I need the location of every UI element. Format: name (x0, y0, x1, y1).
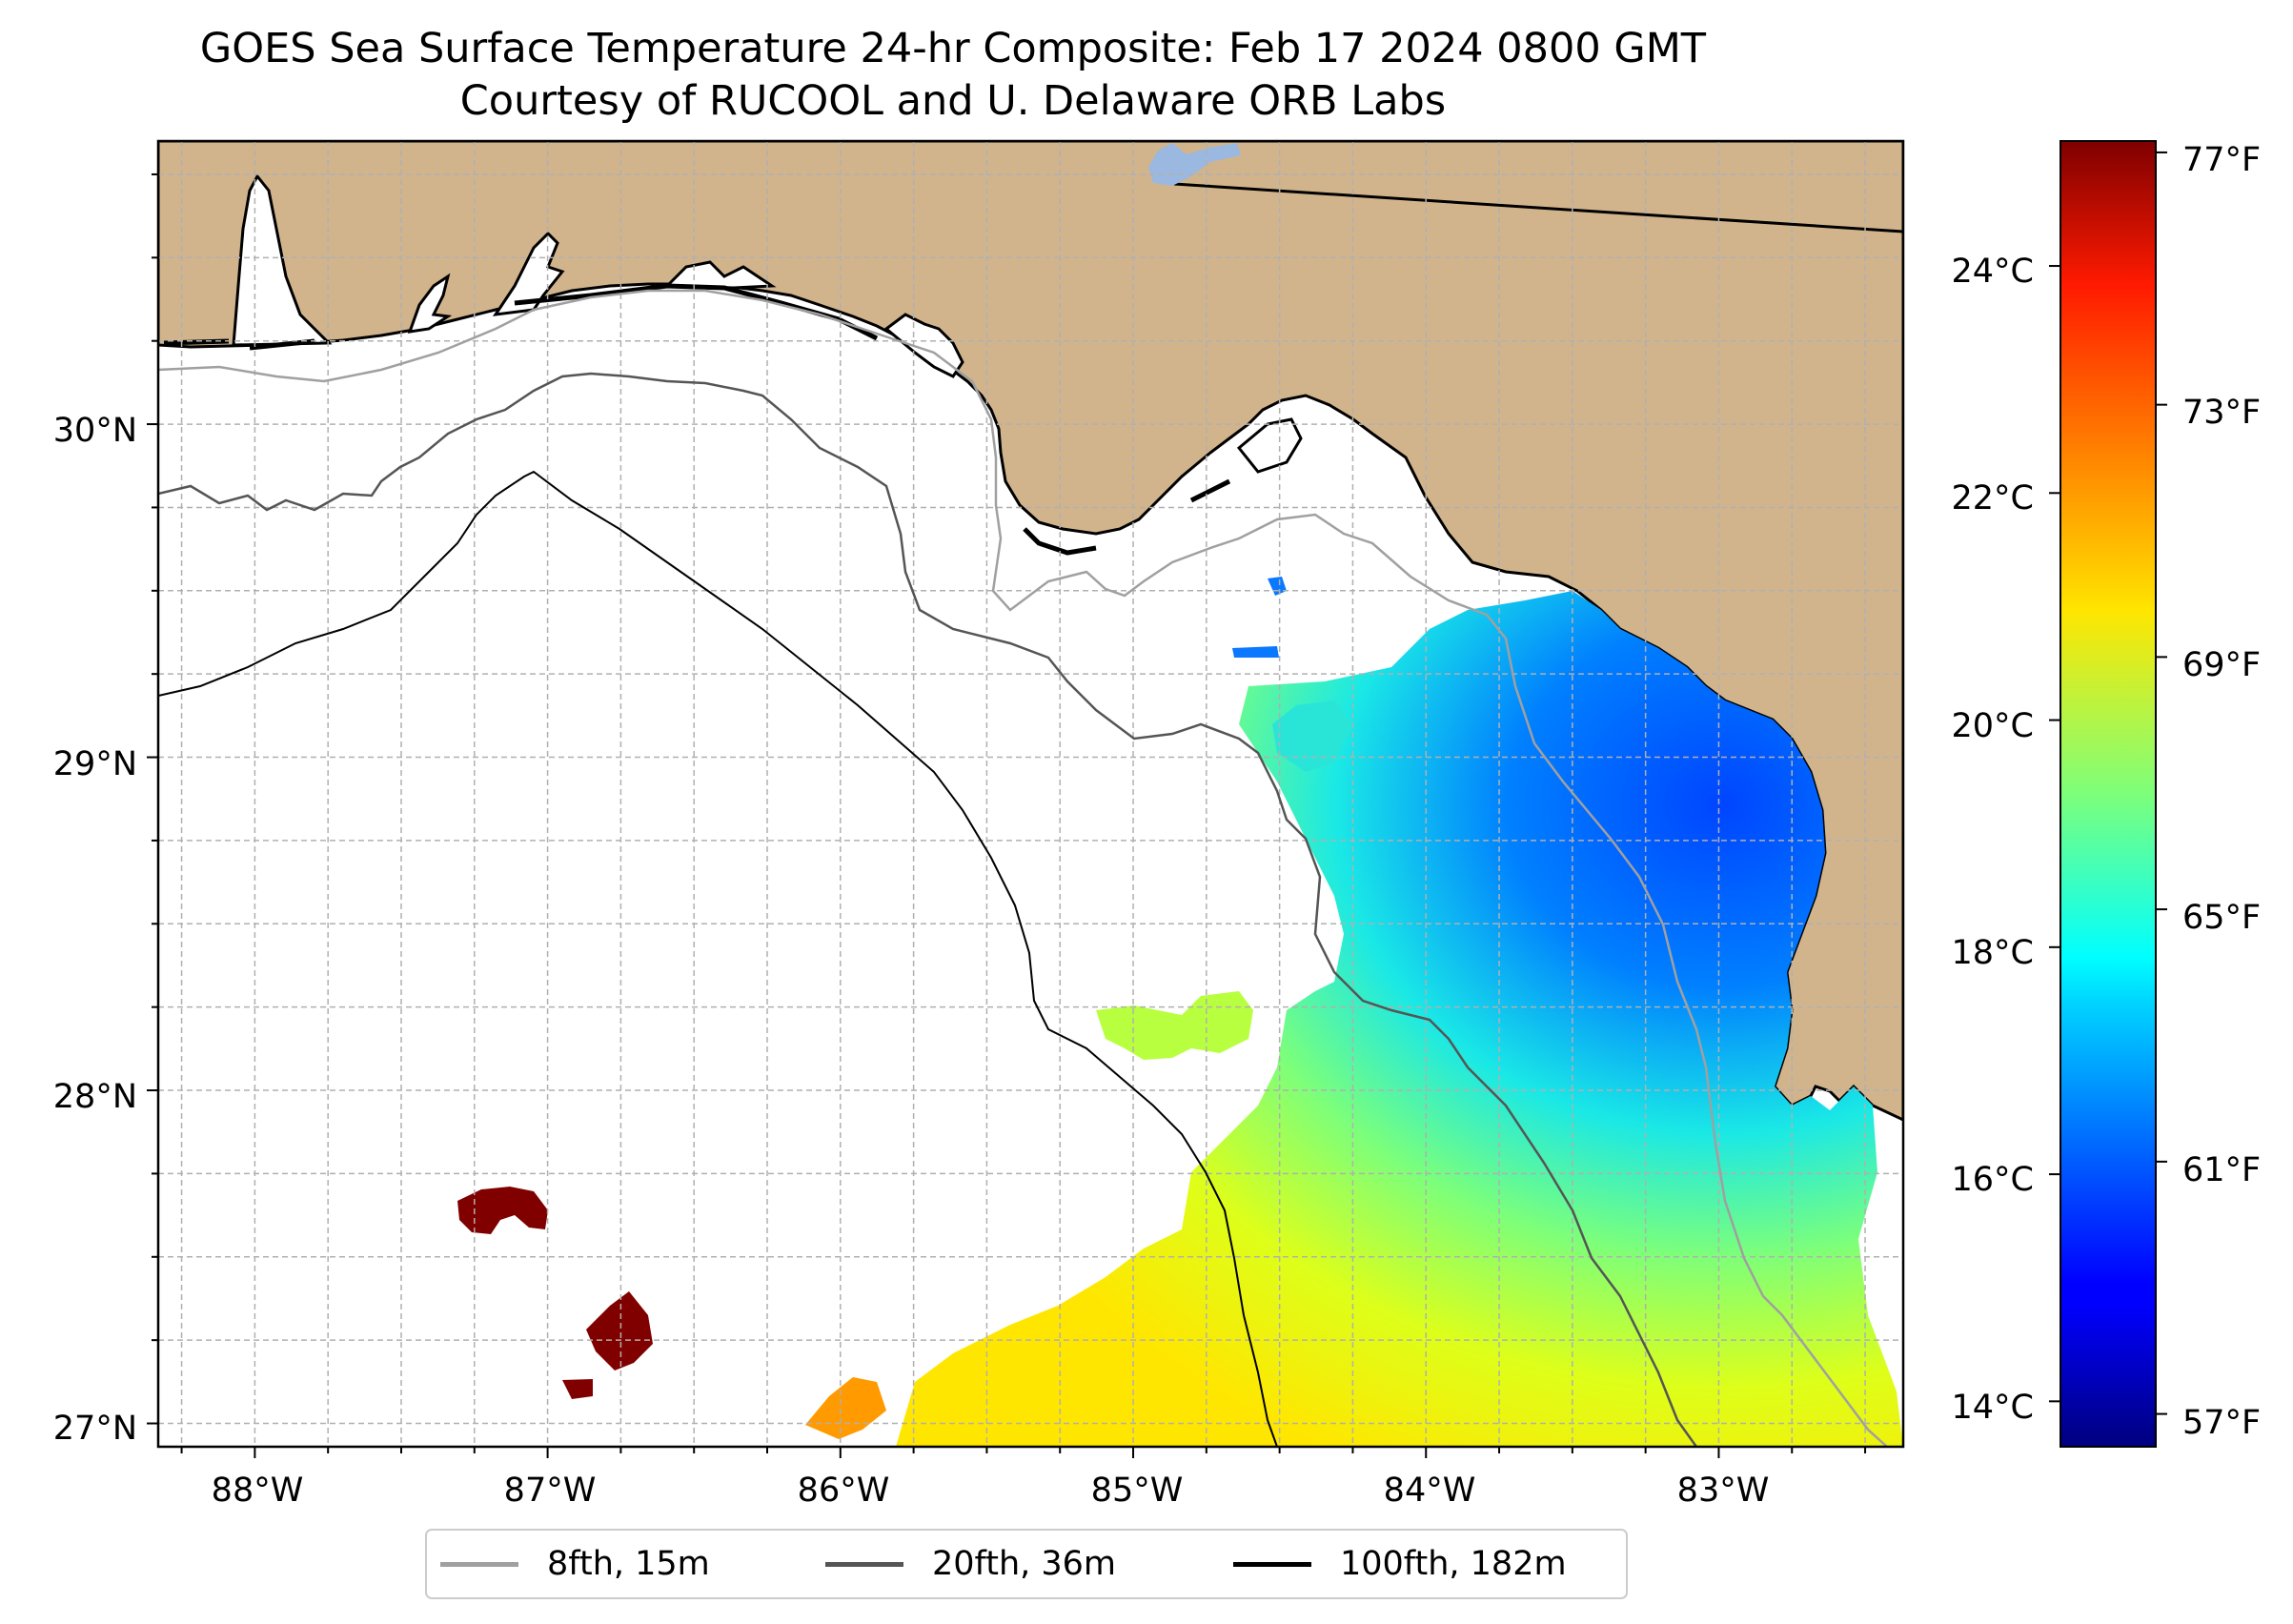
sst-main-patch (896, 591, 1903, 1447)
colorbar-gradient (2060, 140, 2157, 1448)
cbar-celsius-16: 16°C (1952, 1161, 2034, 1199)
lat-label-29n: 29°N (53, 745, 137, 783)
legend-item-100fth: 100fth, 182m (1233, 1531, 1567, 1597)
sst-patch-warm-2 (586, 1291, 653, 1370)
cbar-celsius-14: 14°C (1952, 1389, 2034, 1427)
land-coastline (158, 141, 1903, 1122)
isobath-20fth (158, 372, 1698, 1447)
lon-label-83w: 83°W (1677, 1472, 1770, 1510)
lon-label-86w: 86°W (798, 1472, 890, 1510)
axis-ticks (147, 173, 1867, 1458)
cbar-fahrenheit-61: 61°F (2182, 1151, 2261, 1189)
lon-label-87w: 87°W (504, 1472, 597, 1510)
legend-label-20fth: 20fth, 36m (932, 1545, 1117, 1583)
lon-label-88w: 88°W (212, 1472, 304, 1510)
map-frame (156, 139, 1905, 1449)
legend-swatch-100fth (1233, 1561, 1311, 1567)
cbar-fahrenheit-73: 73°F (2182, 394, 2261, 432)
bay-mobile (232, 173, 333, 347)
legend-label-100fth: 100fth, 182m (1340, 1545, 1567, 1583)
sst-patch-warm-1 (457, 1187, 548, 1234)
map-subtitle: Courtesy of RUCOOL and U. Delaware ORB L… (459, 77, 1447, 125)
colorbar-ticks (2049, 151, 2167, 1415)
map-title: GOES Sea Surface Temperature 24-hr Compo… (199, 25, 1707, 72)
lon-label-84w: 84°W (1384, 1472, 1476, 1510)
sst-patch-warm-3 (562, 1379, 593, 1399)
cbar-fahrenheit-65: 65°F (2182, 899, 2261, 937)
isobath-legend: 8fth, 15m 20fth, 36m 100fth, 182m (425, 1529, 1628, 1599)
state-border (1173, 182, 1903, 233)
cbar-fahrenheit-57: 57°F (2182, 1404, 2261, 1442)
cbar-celsius-24: 24°C (1952, 253, 2034, 291)
sst-patch-blue-small (1232, 577, 1287, 658)
gridlines (158, 141, 1903, 1447)
lat-label-27n: 27°N (53, 1410, 137, 1448)
colorbar: 14°C 16°C 18°C 20°C 22°C 24°C 57°F 61°F … (1952, 140, 2261, 1448)
legend-item-8fth: 8fth, 15m (440, 1531, 710, 1597)
lake-seminole (1148, 143, 1241, 186)
sst-patch-cyan-north (1272, 700, 1353, 772)
cbar-celsius-18: 18°C (1952, 934, 2034, 972)
isobath-100fth (158, 470, 1278, 1447)
lat-label-28n: 28°N (53, 1078, 137, 1116)
map-panel: 88°W 87°W 86°W 85°W 84°W 83°W 27°N 28°N … (53, 139, 1905, 1510)
bay-pensacola (407, 273, 453, 334)
legend-swatch-20fth (825, 1561, 903, 1567)
lon-label-85w: 85°W (1091, 1472, 1184, 1510)
cbar-celsius-20: 20°C (1952, 707, 2034, 745)
isobath-8fth (158, 289, 1888, 1447)
legend-swatch-8fth (440, 1561, 518, 1567)
cbar-fahrenheit-77: 77°F (2182, 141, 2261, 179)
barrier-islands (163, 283, 1231, 556)
legend-item-20fth: 20fth, 36m (825, 1531, 1116, 1597)
cbar-fahrenheit-69: 69°F (2182, 646, 2261, 684)
lat-label-30n: 30°N (53, 412, 137, 450)
legend-label-8fth: 8fth, 15m (547, 1545, 710, 1583)
sst-patch-west-85 (1096, 991, 1253, 1060)
cbar-celsius-22: 22°C (1952, 479, 2034, 518)
